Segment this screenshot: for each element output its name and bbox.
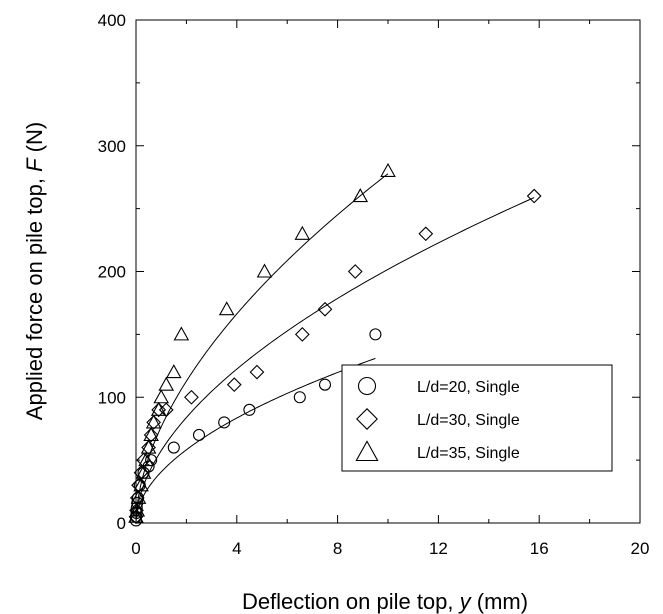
data-point-diamond (151, 402, 167, 418)
data-point-diamond (249, 364, 265, 380)
data-point-triangle (130, 489, 147, 504)
data-point-triangle (143, 426, 159, 442)
data-point-triangle (153, 389, 170, 404)
legend: L/d=20, Single L/d=30, Single L/d=35, Sing… (341, 364, 613, 472)
data-point-triangle (294, 225, 311, 240)
x-tick-label: 4 (232, 539, 241, 558)
x-tick-label: 16 (530, 539, 549, 558)
legend-marker-triangle (355, 440, 379, 462)
data-point-circle (218, 416, 231, 429)
data-point-triangle (150, 401, 167, 416)
legend-marker-diamond (356, 408, 378, 430)
data-point-triangle (218, 301, 235, 316)
data-point-triangle (140, 439, 157, 454)
data-point-diamond (226, 377, 242, 393)
fit-curve-series-2 (135, 197, 535, 524)
fit-curve-series-3 (135, 173, 389, 524)
legend-label: L/d=20, Single (417, 379, 520, 396)
axis-ticks (135, 19, 641, 524)
x-tick-label: 20 (631, 539, 650, 558)
x-tick-label: 0 (131, 539, 140, 558)
data-point-circle (243, 403, 256, 416)
data-point-triangle (256, 263, 273, 278)
data-point-diamond (143, 427, 159, 443)
data-point-diamond (129, 503, 144, 518)
data-point-diamond (418, 226, 434, 242)
data-point-circle (192, 428, 206, 442)
data-point-triangle (145, 414, 162, 429)
data-point-triangle (138, 452, 154, 467)
series-2-points (128, 188, 542, 525)
data-point-diamond (146, 415, 162, 430)
data-point-circle (130, 501, 143, 514)
data-point-triangle (135, 464, 152, 479)
data-point-diamond (184, 389, 199, 405)
y-tick-label: 200 (98, 263, 126, 282)
x-tick-label: 8 (333, 539, 342, 558)
legend-label: L/d=30, Single (417, 412, 520, 429)
legend-marker-circle (357, 376, 377, 396)
data-point-triangle (129, 502, 146, 517)
x-axis-title: Deflection on pile top, y (mm) (242, 589, 528, 614)
data-point-triangle (133, 477, 149, 492)
y-axis-title: Applied force on pile top, F (N) (22, 122, 47, 420)
data-point-diamond (347, 264, 363, 279)
data-point-circle (318, 378, 332, 391)
data-point-circle (293, 391, 306, 404)
data-points (128, 162, 542, 527)
data-point-triangle (380, 162, 396, 177)
legend-box (341, 364, 613, 472)
data-point-diamond (317, 301, 333, 317)
data-point-diamond (141, 440, 156, 455)
y-tick-label: 300 (98, 137, 126, 156)
legend-label: L/d=35, Single (417, 445, 520, 462)
data-point-triangle (158, 376, 175, 391)
data-point-triangle (352, 188, 369, 203)
x-tick-label: 12 (429, 539, 448, 558)
data-point-circle (369, 328, 382, 341)
data-point-circle (167, 441, 180, 454)
series-3-points (128, 162, 396, 523)
data-point-triangle (173, 326, 190, 341)
data-point-diamond (158, 402, 174, 418)
fit-curve-series-1 (135, 357, 376, 524)
data-point-diamond (526, 188, 542, 204)
y-tick-label: 100 (98, 388, 126, 407)
data-point-diamond (294, 326, 310, 342)
data-point-triangle (165, 364, 182, 379)
y-tick-label: 400 (98, 11, 126, 30)
y-tick-label: 0 (117, 514, 126, 533)
